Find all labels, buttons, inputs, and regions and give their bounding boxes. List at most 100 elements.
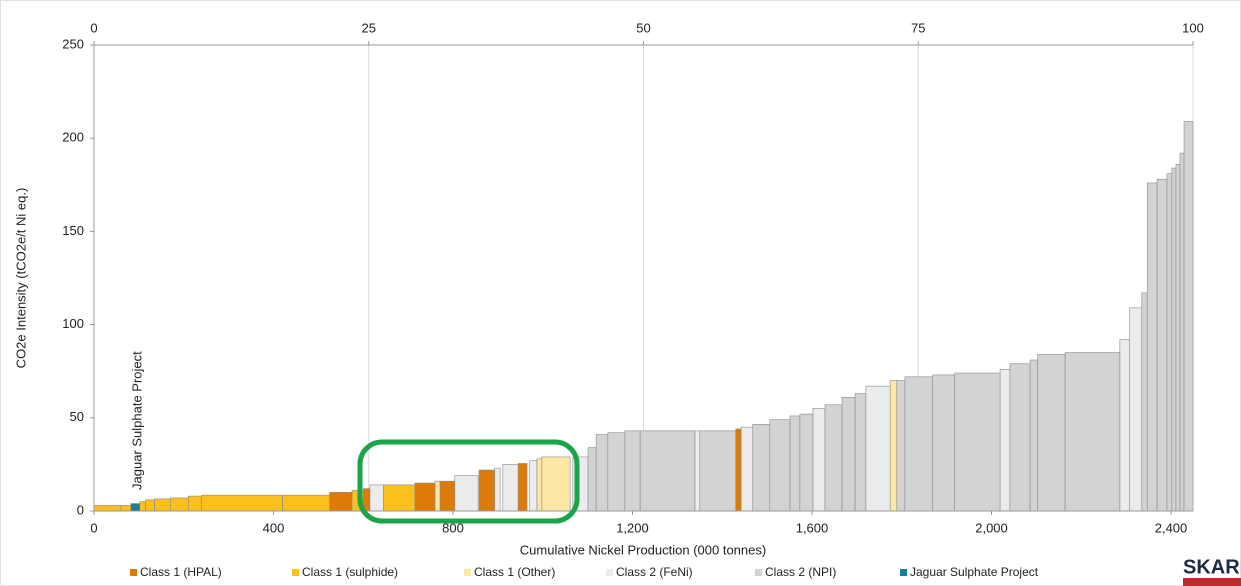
bar — [735, 428, 742, 512]
x2-tick-label: 75 — [911, 20, 925, 35]
y-tick-label: 250 — [62, 36, 84, 51]
bar — [1171, 167, 1177, 512]
bars — [93, 121, 1194, 512]
bar — [1179, 152, 1185, 512]
bar — [439, 480, 456, 512]
bar — [536, 458, 543, 512]
legend-marker — [130, 569, 137, 576]
logo: SKARN — [1183, 556, 1241, 578]
x2-tick-label: 25 — [362, 20, 376, 35]
x-tick-label: 400 — [263, 520, 285, 535]
legend-marker — [464, 569, 471, 576]
bar — [454, 475, 479, 512]
x-tick-label: 0 — [90, 520, 97, 535]
bar — [434, 480, 441, 512]
bar — [1175, 163, 1181, 512]
y-axis-label: CO2e Intensity (tCO2e/t Ni eq.) — [13, 188, 28, 369]
logo-bar — [1183, 578, 1241, 586]
legend-label: Class 1 (sulphide) — [302, 565, 398, 579]
bar — [1166, 173, 1173, 512]
annotation: Jaguar Sulphate Project — [129, 351, 144, 490]
x-tick-label: 1,600 — [796, 520, 829, 535]
bar — [740, 426, 754, 512]
bar — [824, 404, 843, 512]
bar — [541, 456, 571, 512]
bar — [904, 376, 934, 512]
legend: Class 1 (HPAL) Class 1 (sulphide) Class 1 … — [130, 565, 1039, 579]
bar — [1029, 359, 1039, 512]
bar — [93, 505, 122, 512]
bar — [624, 430, 641, 512]
bar — [329, 492, 353, 512]
bar — [494, 467, 501, 512]
bar — [1129, 307, 1143, 512]
legend-label: Jaguar Sulphate Project — [910, 565, 1039, 579]
bar — [789, 415, 801, 512]
bar — [130, 503, 141, 512]
bar — [478, 469, 496, 512]
x-tick-label: 2,000 — [975, 520, 1008, 535]
bar — [1146, 182, 1158, 512]
bar — [595, 434, 609, 512]
y-tick-label: 0 — [77, 502, 84, 517]
bar — [201, 494, 283, 512]
y-tick-label: 50 — [70, 409, 84, 424]
bar — [517, 463, 528, 512]
bar — [529, 460, 538, 512]
legend-marker — [755, 569, 762, 576]
bar — [1119, 339, 1131, 512]
x-tick-label: 800 — [442, 520, 464, 535]
y-tick-label: 100 — [62, 316, 84, 331]
bar — [607, 432, 626, 512]
legend-label: Class 2 (FeNi) — [616, 565, 693, 579]
bar — [120, 505, 132, 512]
bar — [1183, 121, 1194, 512]
bar — [932, 374, 956, 512]
bar — [639, 430, 696, 512]
x-axis-label: Cumulative Nickel Production (000 tonnes… — [520, 542, 766, 557]
bar — [187, 495, 203, 512]
bar — [954, 372, 1001, 512]
bar — [1009, 363, 1031, 512]
y-tick-label: 200 — [62, 130, 84, 145]
bar — [1064, 352, 1121, 512]
bar — [1141, 292, 1148, 512]
bar — [812, 408, 826, 512]
legend-marker — [606, 569, 613, 576]
x2-tick-label: 50 — [636, 20, 650, 35]
x2-tick-label: 100 — [1182, 20, 1204, 35]
bar — [383, 484, 416, 512]
legend-label: Class 2 (NPI) — [765, 565, 836, 579]
bar — [889, 380, 898, 512]
bar — [769, 419, 791, 512]
bar — [145, 499, 155, 512]
y-tick-label: 150 — [62, 223, 84, 238]
bar — [854, 393, 867, 512]
legend-marker — [900, 569, 907, 576]
bar — [502, 464, 519, 512]
bar — [1156, 178, 1168, 512]
bar — [282, 494, 330, 512]
highlight-box — [357, 439, 580, 524]
bar — [154, 498, 171, 512]
bar — [139, 501, 146, 512]
x-tick-label: 2,400 — [1155, 520, 1188, 535]
bar — [896, 380, 906, 512]
bar — [865, 385, 891, 512]
legend-label: Class 1 (HPAL) — [140, 565, 222, 579]
legend-marker — [292, 569, 299, 576]
bar — [1037, 354, 1066, 512]
bar — [799, 413, 814, 512]
bar — [699, 430, 737, 512]
bar — [841, 396, 856, 512]
axes: 0 25 50 75 100 0 50 100 150 200 250 0 400 800 1,200 1,6… — [62, 20, 1204, 535]
bar — [369, 484, 384, 512]
x2-tick-label: 0 — [90, 20, 97, 35]
bar — [999, 369, 1011, 512]
bar — [587, 447, 597, 512]
x-tick-label: 1,200 — [616, 520, 649, 535]
bar — [694, 430, 701, 512]
bar — [752, 424, 771, 512]
legend-label: Class 1 (Other) — [474, 565, 555, 579]
